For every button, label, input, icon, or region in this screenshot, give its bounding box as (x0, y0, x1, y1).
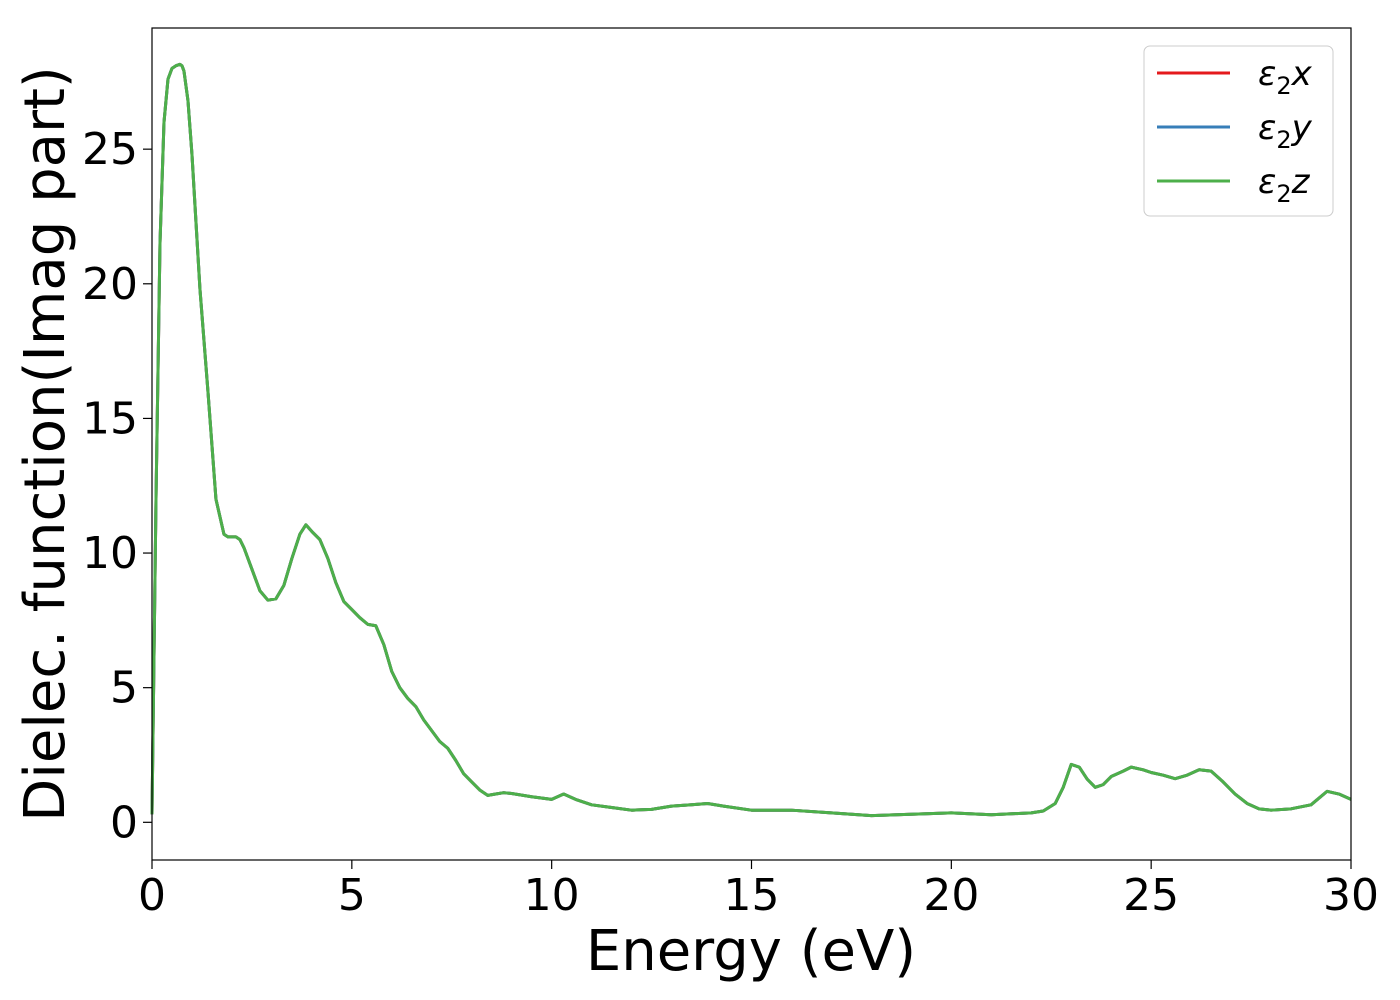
legend-label-1: ε2y (1258, 108, 1313, 154)
y-tick-label: 15 (82, 393, 138, 444)
legend: ε2x ε2y ε2z (1143, 45, 1334, 217)
x-tick-label: 0 (138, 870, 166, 921)
y-tick-label: 0 (110, 797, 138, 848)
series-line-2 (150, 62, 1352, 818)
y-tick-label: 25 (82, 124, 138, 175)
axis-ticks: 0 5 10 15 20 25 30 0 5 10 15 20 25 (82, 124, 1379, 921)
y-tick-label: 5 (110, 663, 138, 714)
x-tick-label: 20 (923, 870, 979, 921)
x-tick-label: 25 (1123, 870, 1179, 921)
y-axis-label: Dielec. function(Imag part) (13, 66, 78, 822)
legend-label-2: ε2z (1258, 162, 1311, 208)
x-tick-label: 10 (524, 870, 580, 921)
plot-frame (151, 27, 1352, 861)
legend-label-0: ε2x (1258, 54, 1313, 100)
legend-box (1143, 45, 1334, 217)
plot-area (150, 62, 1352, 818)
x-axis-label: Energy (eV) (586, 919, 916, 984)
y-tick-label: 10 (82, 528, 138, 579)
x-tick-label: 15 (724, 870, 780, 921)
x-tick-label: 5 (338, 870, 366, 921)
x-tick-label: 30 (1323, 870, 1379, 921)
y-tick-label: 20 (82, 259, 138, 310)
